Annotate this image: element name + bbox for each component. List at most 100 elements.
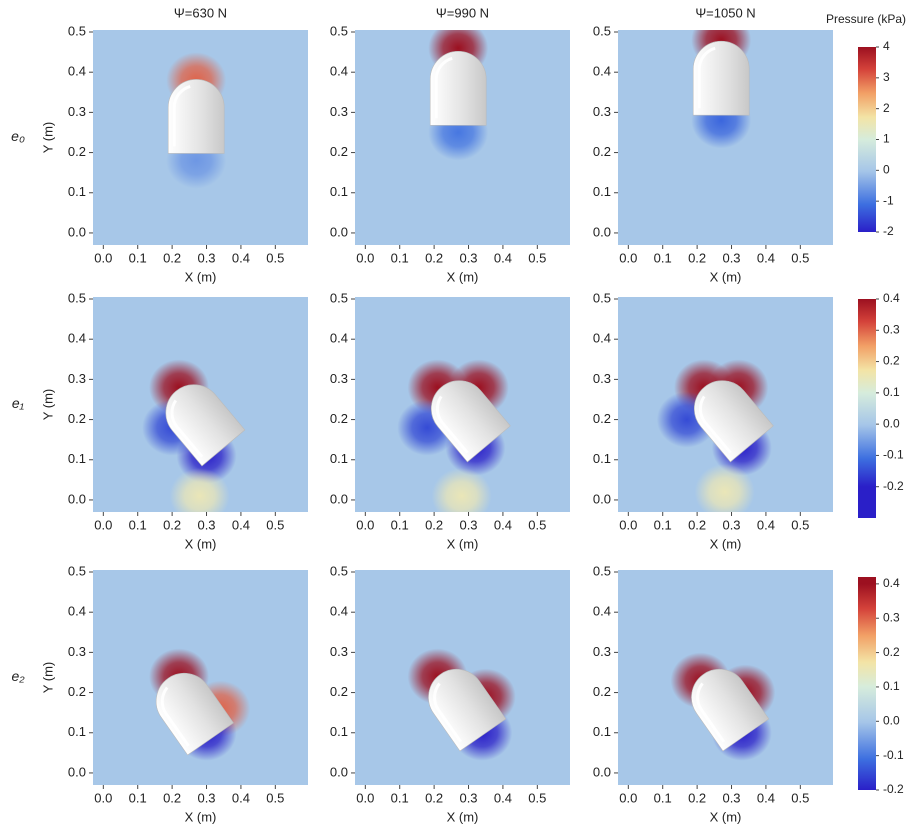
y-tick-label: 0.5 [68,563,86,578]
x-axis-label: X (m) [447,269,479,284]
colorbar-tick-label: 0.3 [883,322,900,336]
pressure-spot [170,468,230,524]
x-tick-label: 0.3 [197,250,215,265]
y-tick-label: 0.0 [68,491,86,506]
y-tick-label: 0.4 [68,604,86,619]
colorbar-tick-label: 0.4 [883,291,900,305]
colorbar-tick-label: 0.3 [883,610,900,624]
colorbar-tick-label: 0 [883,163,890,177]
colorbar-tick-label: 0.2 [883,354,900,368]
y-axis-label: Y (m) [40,389,55,421]
y-tick-label: 0.5 [593,563,611,578]
colorbar-tick-label: -0.1 [883,448,904,462]
y-tick-label: 0.2 [330,411,348,426]
y-tick-label: 0.5 [68,23,86,38]
colorbar-tick-label: -2 [883,224,894,238]
y-tick-label: 0.0 [68,224,86,239]
heatmap-panel [618,297,833,520]
x-axis-label: X (m) [710,269,742,284]
x-tick-label: 0.4 [232,250,250,265]
colorbar-tick-label: 0.0 [883,713,900,727]
y-tick-label: 0.3 [593,644,611,659]
column-title: Ψ=630 N [174,5,227,20]
row-label: e₀ [11,128,25,144]
x-tick-label: 0.5 [791,790,809,805]
x-tick-label: 0.5 [528,790,546,805]
body [693,41,749,115]
x-axis-label: X (m) [710,536,742,551]
x-tick-label: 0.2 [688,517,706,532]
y-tick-label: 0.1 [68,724,86,739]
y-tick-label: 0.1 [68,184,86,199]
x-tick-label: 0.3 [722,790,740,805]
x-tick-label: 0.1 [129,790,147,805]
x-tick-label: 0.0 [94,250,112,265]
y-tick-label: 0.3 [330,104,348,119]
colorbar-tick-label: 0.0 [883,416,900,430]
figure: 0.0 0.1 0.2 0.3 0.4 0.5 0.0 0.1 0.2 0.3 0.4 0.5 X (m… [0,0,914,833]
x-tick-label: 0.4 [494,250,512,265]
y-tick-label: 0.0 [593,491,611,506]
x-tick-label: 0.0 [94,517,112,532]
colorbar-tick-label: 2 [883,101,890,115]
x-tick-label: 0.0 [94,790,112,805]
row-label: e₂ [11,668,25,684]
y-tick-label: 0.1 [593,724,611,739]
y-tick-label: 0.2 [593,684,611,699]
y-tick-label: 0.5 [68,290,86,305]
y-tick-label: 0.4 [68,331,86,346]
x-tick-label: 0.4 [232,790,250,805]
x-tick-label: 0.5 [266,250,284,265]
y-tick-label: 0.4 [593,331,611,346]
y-tick-label: 0.4 [593,64,611,79]
y-tick-label: 0.1 [330,451,348,466]
x-tick-label: 0.1 [391,790,409,805]
colorbar-tick-label: 1 [883,132,890,146]
y-tick-label: 0.0 [593,764,611,779]
body [430,51,486,125]
x-tick-label: 0.1 [654,517,672,532]
x-tick-label: 0.3 [197,517,215,532]
colorbar-tick-label: 3 [883,70,890,84]
x-axis-label: X (m) [710,809,742,824]
y-tick-label: 0.1 [593,451,611,466]
heatmap-panel [355,20,570,245]
colorbar-tick-label: -0.2 [883,782,904,796]
colorbar-tick-label: 4 [883,39,890,53]
y-tick-label: 0.1 [330,724,348,739]
colorbar-tick-label: 0.4 [883,576,900,590]
y-tick-label: 0.2 [68,411,86,426]
colorbar-title: Pressure (kPa) [826,12,906,26]
colorbar-tick-label: 0.1 [883,385,900,399]
heatmap-panel [93,570,308,785]
x-tick-label: 0.5 [528,250,546,265]
y-tick-label: 0.5 [593,290,611,305]
x-axis-label: X (m) [185,536,217,551]
colorbar-tick-label: 0.2 [883,645,900,659]
x-tick-label: 0.1 [654,790,672,805]
x-tick-label: 0.1 [391,250,409,265]
y-tick-label: 0.5 [330,23,348,38]
x-tick-label: 0.5 [791,517,809,532]
x-tick-label: 0.3 [722,517,740,532]
x-tick-label: 0.2 [163,517,181,532]
x-tick-label: 0.2 [163,250,181,265]
x-tick-label: 0.0 [619,517,637,532]
x-axis-label: X (m) [447,809,479,824]
x-tick-label: 0.2 [425,517,443,532]
x-tick-label: 0.3 [459,517,477,532]
x-tick-label: 0.4 [757,250,775,265]
y-tick-label: 0.2 [68,684,86,699]
heatmap-panel [93,297,308,524]
x-tick-label: 0.2 [425,250,443,265]
pressure-spot [695,464,755,520]
x-tick-label: 0.0 [356,790,374,805]
column-title: Ψ=990 N [436,5,489,20]
row-label: e₁ [12,395,25,411]
x-tick-label: 0.4 [757,790,775,805]
x-tick-label: 0.4 [494,790,512,805]
y-tick-label: 0.2 [330,144,348,159]
x-tick-label: 0.5 [528,517,546,532]
x-tick-label: 0.3 [459,790,477,805]
column-title: Ψ=1050 N [695,5,755,20]
